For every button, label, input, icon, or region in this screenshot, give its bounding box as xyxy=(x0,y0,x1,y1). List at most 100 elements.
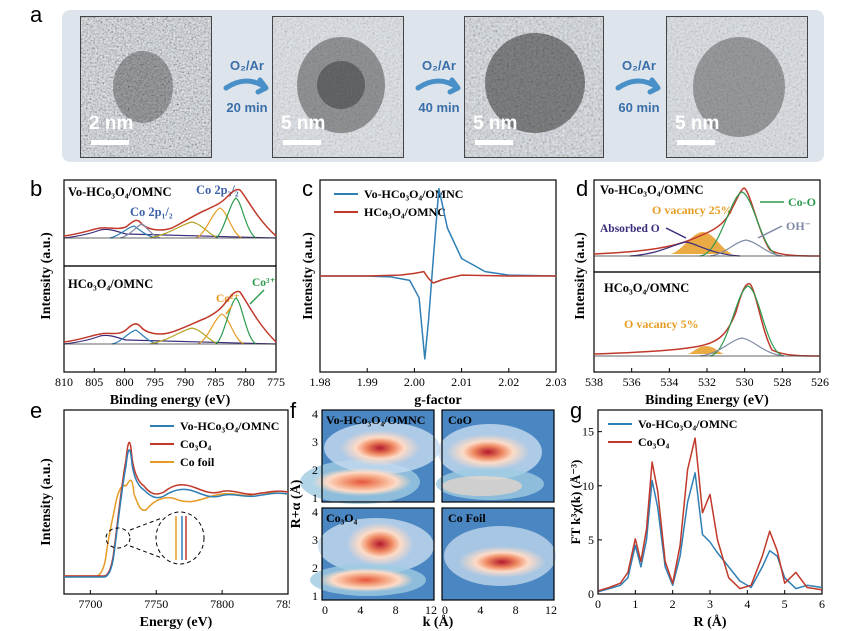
heatmap-coo xyxy=(436,410,554,502)
chart-b-co2-arrow xyxy=(225,305,233,315)
chart-d-xtick-label: 532 xyxy=(698,375,716,389)
chart-f-ytick-label: 2 xyxy=(312,463,318,477)
heatmap-frame-4 xyxy=(441,507,555,601)
chart-b-bottom-sat2 xyxy=(149,327,219,345)
chart-b-top-sat2 xyxy=(149,221,219,239)
chart-f-ylabel: R+α (Å) xyxy=(290,479,304,528)
chart-b-xtick-label: 790 xyxy=(176,375,194,389)
chart-g-legend-label: Co₃O₄ xyxy=(638,435,670,449)
arrow-2-time: 40 min xyxy=(418,100,460,115)
chart-g-xtick-label: 2 xyxy=(670,597,676,611)
chart-e-xticks: 7700 7750 7800 7850 xyxy=(78,590,290,611)
heatmap-vo xyxy=(300,410,440,504)
chart-g-ylabel: FT k³χ(k) (Å⁻³) xyxy=(570,460,583,545)
scale-bar-1 xyxy=(91,140,129,145)
scale-bar-3 xyxy=(475,140,513,145)
chart-b-annot-co2p32: Co 2p₃/₂ xyxy=(196,183,239,197)
heatmap-title-1: Vo-HCo₃O₄/OMNC xyxy=(326,413,425,427)
chart-g-legend-label: Vo-HCo₃O₄/OMNC xyxy=(638,417,737,431)
chart-e-legend-label: Vo-HCo₃O₄/OMNC xyxy=(180,419,279,433)
chart-b-xtick-label: 800 xyxy=(116,375,134,389)
chart-d: Vo-HCo₃O₄/OMNC O vacancy 25% Co-O Absorb… xyxy=(573,179,829,408)
chart-b: Vo-HCo₃O₄/OMNC Co 2p₁/₂ Co 2p₃/₂ HCo₃O₄/… xyxy=(39,179,285,408)
arrow-1-icon xyxy=(223,77,269,95)
scale-text-4: 5 nm xyxy=(675,113,720,134)
tem-texture-4 xyxy=(667,17,807,157)
scale-bar-4 xyxy=(677,140,715,145)
chart-d-xlabel: Binding Energy (eV) xyxy=(645,393,769,408)
chart-e-xtick-label: 7850 xyxy=(276,597,290,611)
chart-g-ytick-label: 10 xyxy=(582,479,594,493)
chart-d-xtick-label: 538 xyxy=(585,375,603,389)
chart-d-bottom-oh xyxy=(699,337,785,357)
chart-f-xtick-label: 4 xyxy=(477,603,483,617)
chart-g-xtick-label: 4 xyxy=(744,597,750,611)
chart-c-series-1 xyxy=(320,270,556,284)
heatmap-title-4: Co Foil xyxy=(448,511,486,525)
chart-c-xticks: 1.98 1.99 2.00 2.01 2.02 2.03 xyxy=(310,368,567,389)
chart-f-ytick-label: 1 xyxy=(312,589,318,603)
chart-g-xtick-label: 3 xyxy=(707,597,713,611)
chart-d-top-absorbed xyxy=(629,241,741,257)
chart-g-ticks: 0 1 2 3 4 5 6 0 5 10 15 xyxy=(582,425,825,611)
chart-f-ytick-label: 4 xyxy=(312,505,318,519)
chart-e-xtick-label: 7750 xyxy=(144,597,168,611)
chart-e-legend-label: Co₃O₄ xyxy=(180,437,212,451)
chart-f-xtick-label: 0 xyxy=(442,603,448,617)
chart-b-annot-co3: Co³⁺ xyxy=(252,277,276,289)
panel-label-g: g xyxy=(570,398,583,423)
arrow-1: O₂/Ar 20 min xyxy=(222,52,272,122)
chart-e-legend: Vo-HCo₃O₄/OMNC Co₃O₄ Co foil xyxy=(150,419,279,469)
chart-b-title-bottom: HCo₃O₄/OMNC xyxy=(68,277,153,291)
chart-d-top-oh xyxy=(709,239,783,257)
panel-label-b: b xyxy=(30,176,43,201)
chart-d-annot-coo: Co-O xyxy=(788,195,816,209)
arrow-3-gas: O₂/Ar xyxy=(622,58,656,73)
chart-d-absorbed-arrow xyxy=(665,227,687,239)
chart-e-zoom-large xyxy=(155,511,205,565)
chart-g-frame xyxy=(597,409,823,595)
arrow-3-icon xyxy=(615,77,661,95)
chart-b-bottom-envelope xyxy=(63,290,277,343)
chart-d-oh-arrow xyxy=(757,225,783,239)
chart-f-xtick-label: 8 xyxy=(513,603,519,617)
heatmap-co3o4 xyxy=(310,508,434,600)
chart-d-xtick-label: 536 xyxy=(623,375,641,389)
chart-c-xtick-label: 2.01 xyxy=(451,375,472,389)
chart-c-xtick-label: 1.99 xyxy=(357,375,378,389)
chart-g-series xyxy=(597,437,823,593)
chart-g-xlabel: R (Å) xyxy=(693,614,726,630)
chart-c-xlabel: g-factor xyxy=(414,393,461,408)
chart-g-ytick-label: 0 xyxy=(588,587,594,601)
chart-b-top-co3 xyxy=(215,197,257,239)
chart-d-xtick-label: 528 xyxy=(773,375,791,389)
chart-b-top-p12-a xyxy=(109,225,157,239)
chart-g-xtick-label: 1 xyxy=(632,597,638,611)
chart-g-ytick-label: 5 xyxy=(588,533,594,547)
chart-b-xtick-label: 810 xyxy=(55,375,73,389)
chart-f-ytick-label: 1 xyxy=(312,491,318,505)
chart-b-frame-bottom xyxy=(63,265,277,373)
scale-bar-2 xyxy=(283,140,321,145)
chart-d-annot-oh: OH⁻ xyxy=(786,219,811,233)
chart-b-annot-co2p12: Co 2p₁/₂ xyxy=(130,205,173,219)
chart-d-title-bottom: HCo₃O₄/OMNC xyxy=(604,281,689,295)
chart-e-xtick-label: 7700 xyxy=(78,597,102,611)
chart-b-xticks: 810 805 800 795 790 785 780 775 xyxy=(55,368,285,389)
scale-text-2: 5 nm xyxy=(281,113,326,134)
tem-texture-2 xyxy=(273,17,403,157)
chart-b-top-p12-b xyxy=(119,223,161,239)
chart-b-co3-arrow xyxy=(249,289,265,305)
chart-f-xtick-label: 12 xyxy=(425,603,437,617)
tem-texture-1 xyxy=(81,17,211,157)
chart-e-series-vo xyxy=(64,449,289,578)
heatmap-title-3: Co₃O₄ xyxy=(326,511,358,525)
chart-e-series-cofoil xyxy=(64,479,289,577)
chart-c-xtick-label: 2.00 xyxy=(404,375,425,389)
chart-d-ylabel: Intensity (a.u.) xyxy=(573,232,588,320)
chart-f-ytick-label: 3 xyxy=(312,533,318,547)
chart-b-xtick-label: 775 xyxy=(267,375,285,389)
